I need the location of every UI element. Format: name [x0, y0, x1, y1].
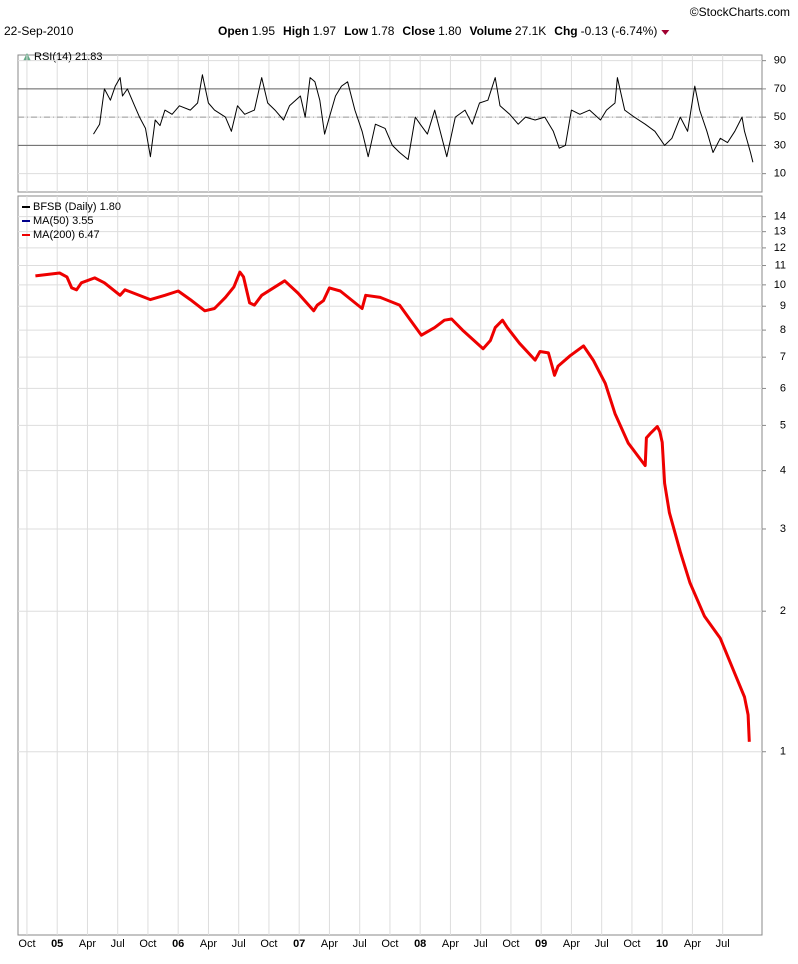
x-tick-label: Oct: [381, 938, 398, 950]
down-arrow: [661, 30, 670, 35]
y-tick-label: 13: [774, 226, 786, 238]
quote-value: 1.78: [371, 24, 395, 38]
y-tick-label: 70: [774, 83, 786, 95]
series-line: [35, 270, 751, 742]
quote-value: 1.95: [252, 24, 276, 38]
x-tick-label: Oct: [260, 938, 277, 950]
x-tick-label: Oct: [139, 938, 156, 950]
quote-value: 1.97: [313, 24, 337, 38]
y-tick-label: 7: [780, 351, 786, 363]
brand: ©StockCharts.com: [690, 5, 790, 19]
x-tick-label: Oct: [502, 938, 519, 950]
y-tick-label: 30: [774, 139, 786, 151]
quote-value: 1.80: [438, 24, 462, 38]
x-tick-label: Jul: [111, 938, 125, 950]
quote-label: Chg: [554, 24, 577, 38]
x-tick-label: Apr: [684, 938, 701, 950]
y-tick-label: 12: [774, 242, 786, 254]
x-tick-label: 06: [172, 938, 184, 950]
legend-label: MA(50) 3.55: [33, 215, 94, 227]
quote-label: Low: [344, 24, 369, 38]
x-tick-label: Jul: [474, 938, 488, 950]
x-tick-label: Apr: [442, 938, 459, 950]
x-tick-label: Apr: [200, 938, 217, 950]
y-tick-label: 11: [775, 259, 786, 271]
x-tick-label: Jul: [595, 938, 609, 950]
y-tick-label: 8: [780, 324, 786, 336]
x-tick-label: 10: [656, 938, 668, 950]
quote-label: Open: [218, 24, 249, 38]
y-tick-label: 50: [774, 111, 786, 123]
quote-value: 27.1K: [515, 24, 546, 38]
quote-label: High: [283, 24, 310, 38]
y-tick-label: 1: [780, 746, 786, 758]
quote-label: Close: [402, 24, 435, 38]
x-tick-label: Jul: [232, 938, 246, 950]
x-tick-label: Jul: [353, 938, 367, 950]
y-tick-label: 90: [774, 55, 786, 67]
legend-label: BFSB (Daily) 1.80: [33, 201, 121, 213]
legend-label: MA(200) 6.47: [33, 229, 100, 241]
x-tick-label: Apr: [79, 938, 96, 950]
y-tick-label: 10: [774, 168, 786, 180]
y-tick-label: 6: [780, 382, 786, 394]
y-tick-label: 10: [774, 279, 786, 291]
y-tick-label: 14: [774, 211, 786, 223]
y-tick-label: 4: [780, 465, 786, 477]
rsi-title: RSI(14) 21.83: [34, 51, 102, 63]
x-tick-label: 09: [535, 938, 547, 950]
y-tick-label: 9: [780, 300, 786, 312]
x-tick-label: 05: [51, 938, 63, 950]
x-tick-label: Oct: [18, 938, 35, 950]
quote: Open 1.95 High 1.97 Low 1.78 Close 1.80 Volume 27…: [218, 24, 657, 38]
y-tick-label: 2: [780, 605, 786, 617]
series-line: [93, 74, 754, 163]
x-tick-label: Apr: [563, 938, 580, 950]
quote-label: Volume: [469, 24, 512, 38]
x-tick-label: 08: [414, 938, 426, 950]
date: 22-Sep-2010: [4, 24, 74, 38]
x-tick-label: Apr: [321, 938, 338, 950]
y-tick-label: 3: [780, 523, 786, 535]
x-tick-label: 07: [293, 938, 305, 950]
x-tick-label: Jul: [716, 938, 730, 950]
quote-value: -0.13 (-6.74%): [581, 24, 658, 38]
y-tick-label: 5: [780, 419, 786, 431]
x-tick-label: Oct: [623, 938, 640, 950]
